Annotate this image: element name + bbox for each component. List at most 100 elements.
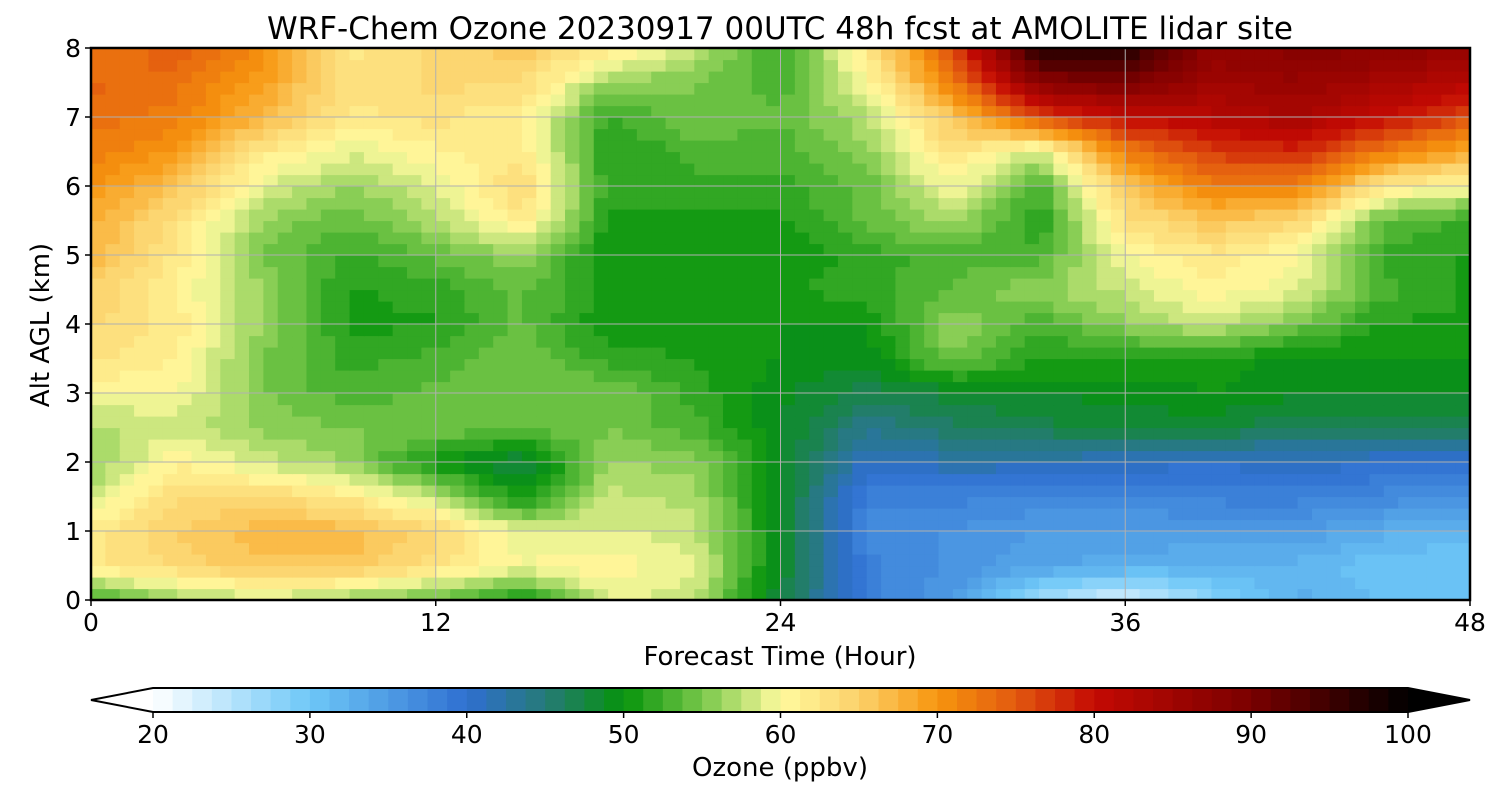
contour-cell — [866, 554, 882, 567]
contour-cell — [723, 105, 738, 118]
contour-cell — [565, 335, 580, 348]
contour-cell — [507, 508, 523, 521]
contour-cell — [263, 519, 279, 532]
contour-cell — [1039, 301, 1055, 314]
contour-cell — [1082, 209, 1098, 222]
contour-cell — [737, 370, 753, 383]
contour-cell — [1398, 542, 1414, 555]
contour-cell — [1182, 358, 1198, 371]
contour-cell — [1096, 577, 1112, 590]
contour-cell — [1182, 220, 1198, 233]
contour-cell — [1211, 71, 1227, 84]
colorbar-swatch — [1290, 688, 1311, 712]
contour-cell — [1311, 289, 1327, 302]
contour-cell — [909, 565, 925, 578]
contour-cell — [277, 105, 293, 118]
contour-cell — [1153, 163, 1169, 176]
contour-cell — [895, 266, 911, 279]
contour-cell — [622, 439, 638, 452]
contour-cell — [277, 48, 293, 61]
contour-cell — [550, 243, 566, 256]
contour-cell — [823, 94, 839, 107]
contour-cell — [320, 473, 336, 486]
contour-cell — [1268, 416, 1284, 429]
contour-cell — [450, 531, 466, 544]
contour-cell — [91, 220, 106, 233]
contour-cell — [1197, 266, 1213, 279]
contour-cell — [134, 370, 150, 383]
contour-cell — [967, 140, 983, 153]
contour-cell — [565, 519, 580, 532]
contour-cell — [1355, 554, 1371, 567]
contour-cell — [1067, 82, 1083, 95]
contour-cell — [608, 117, 624, 130]
contour-cell — [1254, 140, 1270, 153]
contour-cell — [1311, 163, 1327, 176]
contour-cell — [895, 232, 911, 245]
contour-cell — [665, 393, 681, 406]
contour-cell — [665, 577, 681, 590]
contour-cell — [1383, 462, 1399, 475]
contour-cell — [1139, 427, 1155, 440]
contour-cell — [292, 335, 308, 348]
contour-cell — [392, 255, 408, 268]
contour-cell — [981, 531, 997, 544]
colorbar-swatch — [192, 688, 213, 712]
contour-cell — [737, 519, 753, 532]
contour-cell — [521, 565, 537, 578]
contour-cell — [177, 335, 193, 348]
contour-cell — [1039, 163, 1055, 176]
contour-cell — [177, 416, 193, 429]
contour-cell — [1283, 381, 1299, 394]
contour-cell — [837, 197, 853, 210]
contour-cell — [349, 370, 365, 383]
contour-cell — [349, 163, 365, 176]
contour-cell — [1225, 71, 1241, 84]
contour-cell — [895, 174, 911, 187]
contour-cell — [1311, 393, 1327, 406]
contour-cell — [392, 554, 408, 567]
contour-cell — [148, 473, 164, 486]
contour-cell — [708, 48, 724, 61]
contour-cell — [349, 48, 365, 61]
contour-cell — [952, 301, 968, 314]
contour-cell — [292, 565, 308, 578]
contour-cell — [809, 71, 825, 84]
contour-cell — [91, 335, 106, 348]
contour-cell — [1268, 232, 1284, 245]
contour-cell — [852, 335, 868, 348]
contour-cell — [1398, 519, 1414, 532]
contour-cell — [1426, 186, 1442, 199]
contour-cell — [320, 209, 336, 222]
contour-cell — [392, 220, 408, 233]
contour-cell — [1441, 508, 1457, 521]
contour-cell — [1125, 519, 1141, 532]
contour-cell — [1297, 370, 1313, 383]
contour-cell — [751, 289, 767, 302]
contour-cell — [1297, 439, 1313, 452]
contour-cell — [292, 312, 308, 325]
contour-cell — [1326, 266, 1342, 279]
contour-cell — [1441, 117, 1457, 130]
contour-cell — [1283, 358, 1299, 371]
contour-cell — [234, 542, 250, 555]
contour-cell — [1355, 151, 1371, 164]
contour-cell — [507, 128, 523, 141]
contour-cell — [292, 427, 308, 440]
contour-cell — [205, 393, 221, 406]
contour-cell — [1240, 140, 1256, 153]
contour-cell — [105, 565, 121, 578]
contour-cell — [1412, 439, 1428, 452]
contour-cell — [134, 163, 150, 176]
contour-cell — [809, 577, 825, 590]
contour-cell — [91, 324, 106, 337]
contour-cell — [1125, 554, 1141, 567]
contour-cell — [1441, 301, 1457, 314]
contour-cell — [1455, 151, 1471, 164]
contour-cell — [1412, 427, 1428, 440]
contour-cell — [205, 71, 221, 84]
contour-cell — [277, 174, 293, 187]
contour-cell — [191, 335, 207, 348]
contour-cell — [478, 151, 494, 164]
contour-cell — [507, 577, 523, 590]
